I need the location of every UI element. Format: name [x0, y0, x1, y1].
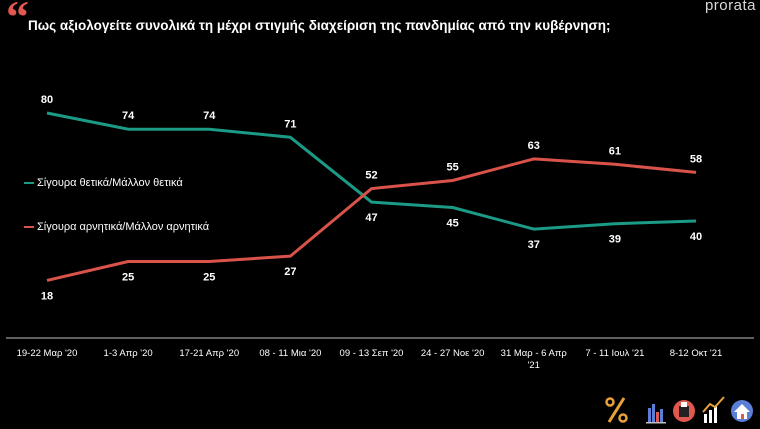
legend-positive: Σίγουρα θετικά/Μάλλον θετικά: [24, 177, 183, 189]
data-label-positive: 47: [365, 212, 377, 224]
data-label-negative: 61: [609, 145, 621, 157]
chart-title: Πως αξιολογείτε συνολικά τη μέχρι στιγμή…: [28, 18, 611, 33]
legend-negative: Σίγουρα αρνητικά/Μάλλον αρνητικά: [24, 221, 209, 233]
legend-label-negative: Σίγουρα αρνητικά/Μάλλον αρνητικά: [37, 221, 210, 233]
data-label-positive: 45: [447, 218, 459, 230]
percent-icon: [605, 397, 628, 423]
data-label-positive: 80: [41, 94, 53, 106]
x-tick-label: 09 - 13 Σεπ '20: [340, 348, 404, 359]
x-tick-label: 19-22 Μαρ '20: [17, 348, 78, 359]
data-label-negative: 18: [41, 290, 53, 302]
growth-chart-icon: [702, 396, 725, 423]
data-label-negative: 25: [203, 272, 215, 284]
house-icon: [731, 400, 753, 422]
data-label-negative: 52: [365, 170, 377, 182]
data-label-negative: 25: [122, 272, 134, 284]
data-label-negative: 63: [528, 140, 540, 152]
brand-name: prorata: [704, 0, 756, 14]
legend-swatch-positive: [24, 182, 34, 184]
bar-chart-icon: [646, 404, 666, 424]
brand-logo: prorata: [705, 0, 756, 14]
data-label-negative: 55: [447, 162, 459, 174]
ballot-icon: [673, 400, 695, 422]
data-label-negative: 58: [690, 153, 702, 165]
footer-icons: [605, 396, 753, 424]
x-tick-label: 8-12 Οκτ '21: [670, 348, 723, 359]
quote-icon: “: [6, 0, 29, 42]
data-label-negative: 27: [284, 266, 296, 278]
data-label-positive: 74: [203, 110, 216, 122]
x-tick-label: 24 - 27 Νοε '20: [421, 348, 485, 359]
x-tick-label: 08 - 11 Μια '20: [259, 348, 321, 359]
data-label-positive: 74: [122, 110, 135, 122]
data-label-positive: 37: [528, 239, 540, 251]
series-line-positive: [46, 111, 697, 231]
data-label-positive: 40: [690, 231, 702, 243]
legend-label-positive: Σίγουρα θετικά/Μάλλον θετικά: [37, 177, 183, 189]
legend-swatch-negative: [24, 226, 34, 228]
x-tick-label: 17-21 Απρ '20: [179, 348, 239, 359]
data-label-positive: 39: [609, 234, 621, 246]
data-label-positive: 71: [284, 118, 296, 130]
series-line-negative: [46, 157, 697, 282]
x-tick-label: 31 Μαρ - 6 Απρ '21: [501, 348, 568, 371]
x-tick-label: 7 - 11 Ιουλ '21: [585, 348, 644, 359]
x-tick-label: 1-3 Απρ '20: [104, 348, 153, 359]
